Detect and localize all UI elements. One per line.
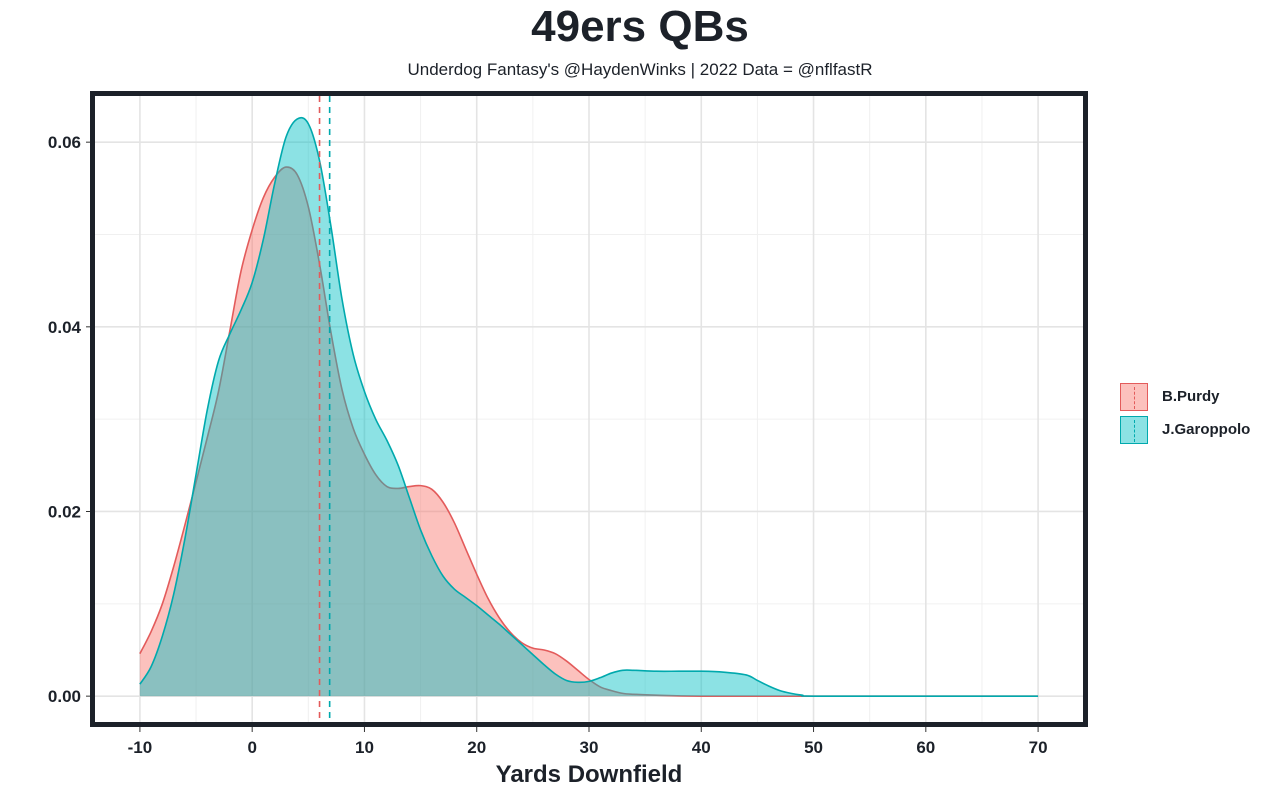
density-fill-b-purdy: [139, 167, 1039, 697]
x-tick-label: 20: [467, 738, 486, 757]
density-areas: [139, 116, 1039, 697]
legend-item-purdy: B.Purdy: [1120, 381, 1250, 412]
mean-lines: [318, 96, 331, 722]
chart-subtitle: Underdog Fantasy's @HaydenWinks | 2022 D…: [407, 60, 873, 79]
legend-label-garoppolo: J.Garoppolo: [1162, 421, 1251, 438]
legend-item-garoppolo: J.Garoppolo: [1120, 414, 1250, 445]
grid-lines: [95, 96, 1083, 722]
y-tick-label: 0.00: [48, 687, 81, 706]
x-axis: -10 0 10 20 30 40 50 60 70: [128, 727, 1048, 757]
legend-dash-purdy: [1134, 386, 1135, 409]
x-tick-label: 70: [1029, 738, 1048, 757]
legend-label-purdy: B.Purdy: [1162, 388, 1220, 405]
x-tick-label: 60: [916, 738, 935, 757]
x-tick-label: 10: [355, 738, 374, 757]
legend: B.Purdy J.Garoppolo: [1120, 381, 1250, 447]
x-axis-title: Yards Downfield: [496, 761, 683, 788]
y-axis: 0.00 0.02 0.04 0.06: [48, 133, 90, 706]
y-tick-label: 0.06: [48, 133, 81, 152]
density-line-j-garoppolo: [139, 116, 1039, 697]
x-tick-label: 40: [692, 738, 711, 757]
plot-border: [90, 91, 1088, 727]
density-line-b-purdy: [139, 166, 1039, 697]
x-tick-label: 30: [580, 738, 599, 757]
y-tick-label: 0.04: [48, 318, 82, 337]
chart-title: 49ers QBs: [531, 2, 749, 51]
y-tick-label: 0.02: [48, 502, 81, 521]
x-tick-label: 50: [804, 738, 823, 757]
legend-swatch-purdy: [1120, 382, 1148, 411]
x-tick-label: -10: [128, 738, 153, 757]
legend-swatch-garoppolo: [1120, 415, 1148, 444]
legend-dash-garoppolo: [1134, 419, 1135, 442]
x-tick-label: 0: [247, 738, 256, 757]
density-fill-j-garoppolo: [139, 117, 1039, 697]
